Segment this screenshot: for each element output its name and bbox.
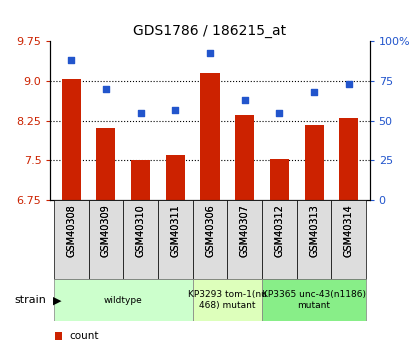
Bar [55,332,62,340]
FancyBboxPatch shape [158,200,193,279]
Text: GSM40313: GSM40313 [309,204,319,257]
Text: GSM40308: GSM40308 [66,204,76,257]
Text: GSM40307: GSM40307 [240,204,250,257]
FancyBboxPatch shape [193,279,262,321]
Point [68,58,75,63]
Point [311,89,318,95]
Point [241,97,248,103]
Point [172,107,178,112]
FancyBboxPatch shape [89,200,123,279]
Text: GSM40308: GSM40308 [66,204,76,257]
Text: count: count [69,331,99,341]
Text: GSM40309: GSM40309 [101,204,111,257]
Text: KP3365 unc-43(n1186)
mutant: KP3365 unc-43(n1186) mutant [262,290,366,310]
FancyBboxPatch shape [54,200,89,279]
Text: GSM40311: GSM40311 [170,204,180,257]
Bar [62,79,81,200]
Text: ▶: ▶ [52,295,61,305]
Bar [270,159,289,200]
Point [345,81,352,87]
FancyBboxPatch shape [54,279,193,321]
Text: GSM40306: GSM40306 [205,204,215,257]
FancyBboxPatch shape [262,279,366,321]
Text: GSM40310: GSM40310 [136,204,146,257]
Bar [304,125,324,200]
Text: KP3293 tom-1(nu
468) mutant: KP3293 tom-1(nu 468) mutant [188,290,267,310]
Text: GSM40310: GSM40310 [136,204,146,257]
Text: GSM40314: GSM40314 [344,204,354,257]
Text: GSM40314: GSM40314 [344,204,354,257]
Point [102,86,109,92]
Bar [339,118,358,200]
Text: GSM40306: GSM40306 [205,204,215,257]
FancyBboxPatch shape [123,200,158,279]
Text: GSM40311: GSM40311 [170,204,180,257]
Bar [166,155,185,200]
FancyBboxPatch shape [297,200,331,279]
Bar [235,116,254,200]
Text: GSM40313: GSM40313 [309,204,319,257]
Point [137,110,144,116]
Text: GSM40307: GSM40307 [240,204,250,257]
Bar [131,160,150,200]
Text: wildtype: wildtype [104,296,143,305]
Text: GSM40309: GSM40309 [101,204,111,257]
Text: GSM40312: GSM40312 [274,204,284,257]
Point [276,110,283,116]
Text: GSM40312: GSM40312 [274,204,284,257]
Point [207,50,213,55]
Text: strain: strain [14,295,46,305]
FancyBboxPatch shape [262,200,297,279]
FancyBboxPatch shape [331,200,366,279]
Bar [96,128,116,200]
FancyBboxPatch shape [227,200,262,279]
FancyBboxPatch shape [193,200,227,279]
Bar [200,72,220,200]
Text: GDS1786 / 186215_at: GDS1786 / 186215_at [134,24,286,38]
